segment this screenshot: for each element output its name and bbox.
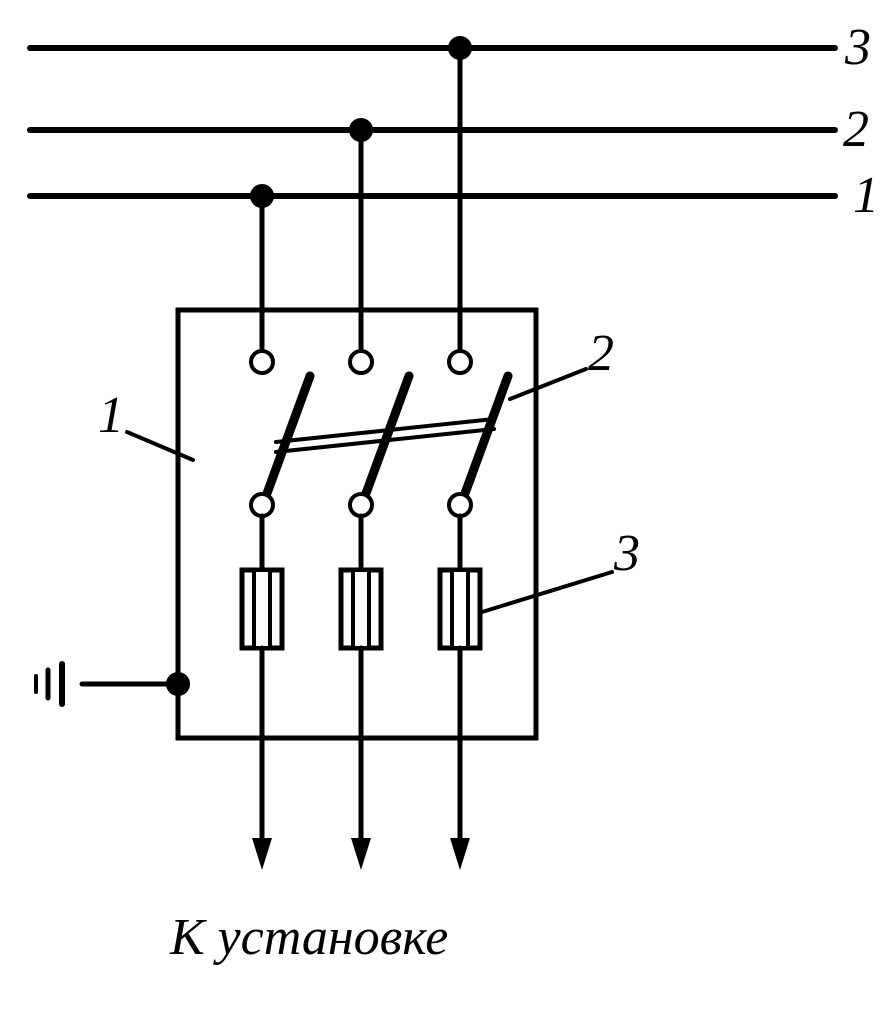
bus-label-2: 2 — [843, 104, 869, 156]
bus-label-1: 1 — [853, 170, 879, 222]
electrical-schematic — [0, 0, 887, 1018]
bus-label-3: 3 — [845, 22, 871, 74]
callout-label-1: 1 — [98, 390, 124, 442]
callout-label-2: 2 — [588, 328, 614, 380]
callout-label-3: 3 — [614, 528, 640, 580]
caption: К установке — [170, 912, 448, 964]
